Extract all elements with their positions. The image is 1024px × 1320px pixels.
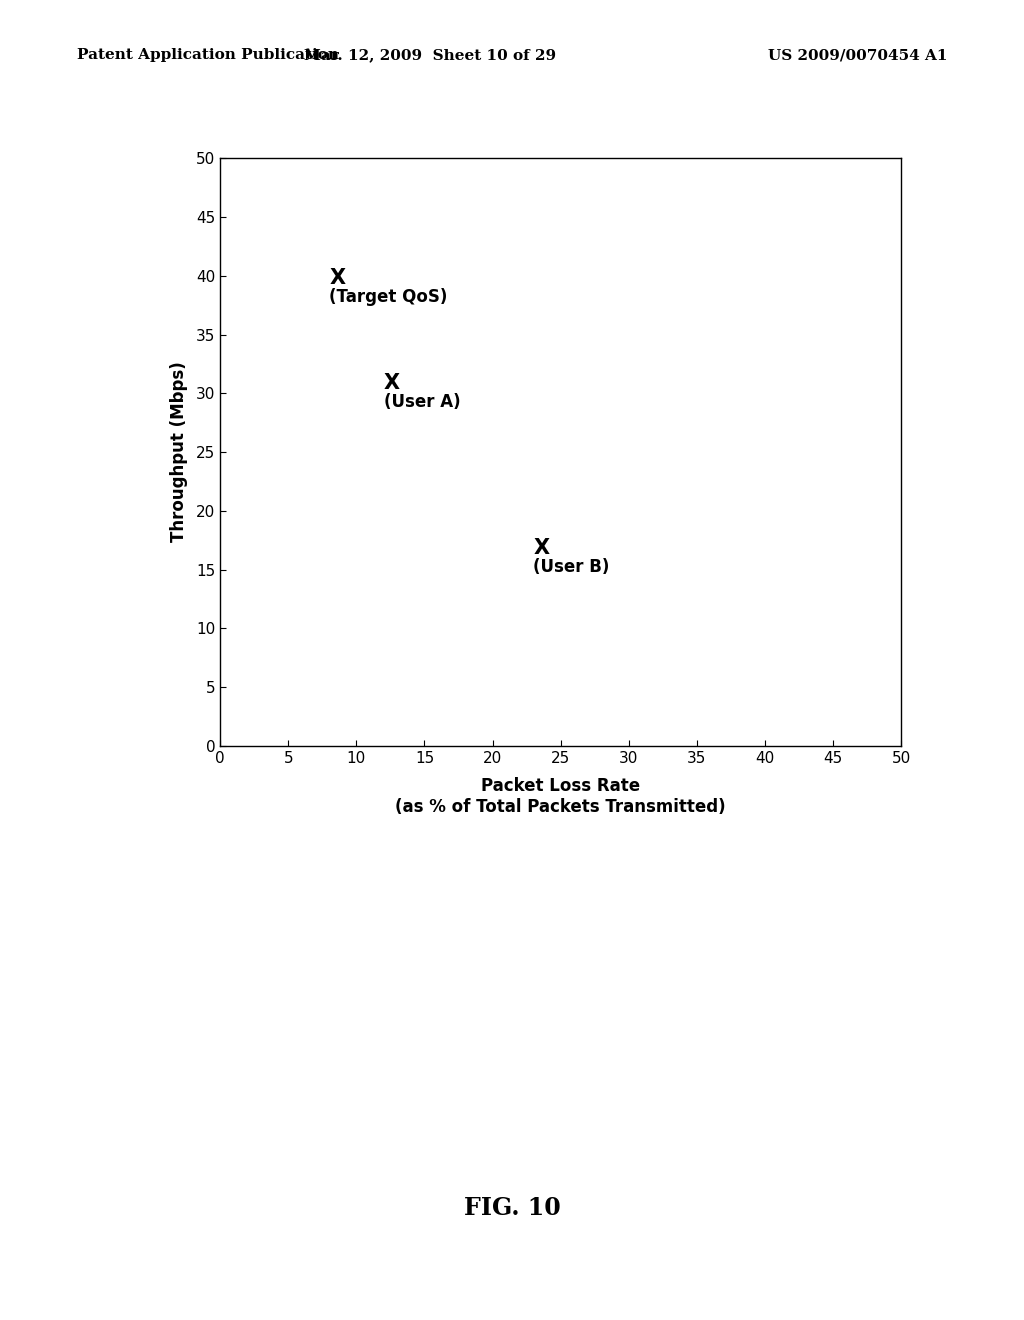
Text: (User A): (User A) [384, 393, 460, 412]
Text: Mar. 12, 2009  Sheet 10 of 29: Mar. 12, 2009 Sheet 10 of 29 [304, 49, 556, 62]
Text: (Target QoS): (Target QoS) [329, 288, 447, 306]
Text: Patent Application Publication: Patent Application Publication [77, 49, 339, 62]
Text: FIG. 10: FIG. 10 [464, 1196, 560, 1220]
Text: X: X [534, 537, 550, 558]
Text: (User B): (User B) [534, 558, 609, 576]
Y-axis label: Throughput (Mbps): Throughput (Mbps) [170, 362, 187, 543]
Text: US 2009/0070454 A1: US 2009/0070454 A1 [768, 49, 947, 62]
X-axis label: Packet Loss Rate
(as % of Total Packets Transmitted): Packet Loss Rate (as % of Total Packets … [395, 776, 726, 816]
Text: X: X [384, 374, 399, 393]
Text: X: X [329, 268, 345, 288]
